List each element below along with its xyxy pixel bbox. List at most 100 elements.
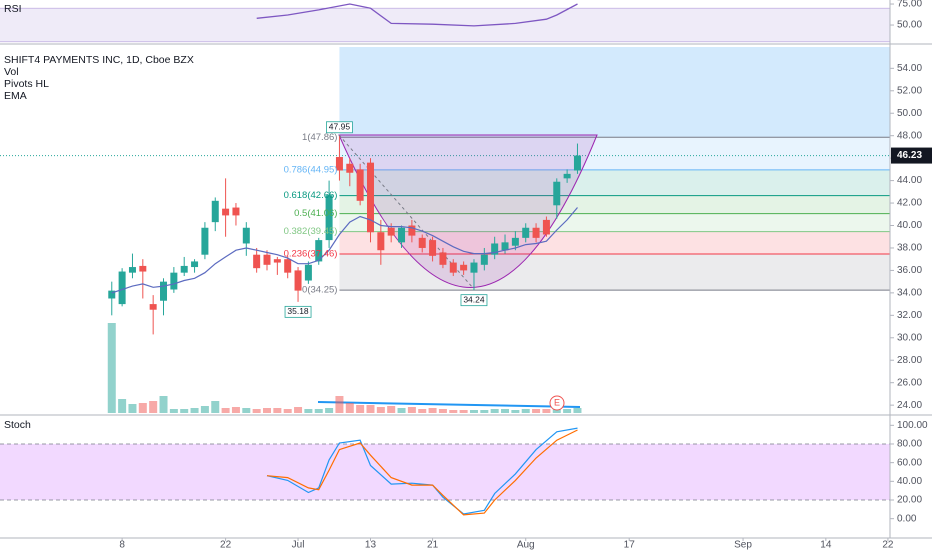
x-tick-label: 22 [220, 540, 232, 550]
volume-bar [273, 408, 282, 413]
candle-body [553, 181, 561, 206]
earnings-marker[interactable] [549, 395, 565, 411]
volume-bar [542, 409, 551, 413]
volume-bar [211, 401, 220, 413]
candle-body [180, 265, 188, 273]
volume-bar [428, 408, 437, 413]
candle-body [211, 200, 219, 223]
y-tick-label: 100.00 [897, 420, 928, 431]
stoch-line [266, 427, 578, 515]
volume-bar [490, 409, 499, 413]
cup-pattern [317, 134, 598, 408]
pivot-label: 47.95 [329, 122, 351, 132]
y-tick-label: 44.00 [897, 175, 922, 186]
volume-bar [552, 409, 561, 413]
volume-bar [190, 408, 199, 413]
volume-bar [387, 406, 396, 413]
volume-bar [366, 405, 375, 413]
x-tick-label: 17 [624, 540, 636, 550]
volume-bar [397, 408, 406, 413]
fib-label: 0(34.25) [302, 285, 337, 296]
y-tick-label: 26.00 [897, 377, 922, 388]
y-tick-label: 24.00 [897, 400, 922, 411]
last-price-box [891, 147, 932, 164]
indicator-label: EMA [4, 90, 27, 102]
volume-bar [242, 408, 251, 413]
position-box [339, 47, 890, 138]
x-tick-label: 21 [427, 540, 439, 550]
candle-body [253, 254, 261, 269]
fib-label: 0.618(42.66) [284, 190, 338, 201]
candle-body [501, 242, 509, 251]
indicator-label: Pivots HL [4, 78, 49, 90]
candle-body [128, 267, 136, 273]
fib-band [339, 213, 890, 232]
candle-body [387, 227, 395, 236]
volume-bar [356, 405, 365, 413]
candle-body [139, 265, 147, 272]
volume-bar [345, 403, 354, 413]
pivot-box [326, 121, 353, 134]
earnings-label[interactable]: E [554, 397, 560, 407]
candle-body [170, 272, 178, 290]
pivot-box [460, 294, 488, 307]
y-tick-label: 0.00 [897, 513, 917, 524]
candle-body [491, 243, 499, 255]
candle-body [511, 237, 519, 246]
candle-body [408, 225, 416, 236]
y-tick-label: 40.00 [897, 220, 922, 231]
pivot-box [284, 305, 312, 318]
volume-bar [118, 399, 127, 413]
volume-bar [149, 401, 158, 413]
volume-bar [376, 407, 385, 413]
volume-bar [221, 408, 230, 413]
candle-body [335, 157, 343, 171]
candle-body [356, 169, 364, 201]
volume-bar [304, 409, 313, 413]
volume-bar [573, 408, 582, 413]
fib-band [339, 195, 890, 214]
volume-bar [407, 407, 416, 413]
candle-body [222, 208, 230, 216]
candle-body [242, 227, 250, 244]
candle-body [273, 259, 281, 263]
volume-bar [501, 409, 510, 413]
volume-bar [480, 410, 489, 413]
fib-band [339, 231, 890, 255]
last-price-label: 46.23 [897, 150, 922, 161]
candle-body [542, 219, 550, 235]
volume-bar [231, 407, 240, 413]
background-layer [0, 3, 894, 541]
candle-body [470, 262, 478, 273]
volume-bar [252, 409, 261, 413]
candle-body [449, 262, 457, 273]
candle-body [573, 155, 581, 171]
y-tick-label: 50.00 [897, 108, 922, 119]
volume-bar [532, 409, 541, 413]
y-tick-label: 54.00 [897, 63, 922, 74]
cup-shape [338, 134, 598, 288]
y-tick-label: 32.00 [897, 310, 922, 321]
candle-body [201, 227, 209, 255]
fib-label: 0.5(41.06) [294, 208, 337, 219]
volume-bar [294, 407, 303, 413]
volume-bar [469, 410, 478, 413]
volume-bar [107, 323, 116, 413]
volume-bar [169, 409, 178, 413]
y-tick-label: 80.00 [897, 439, 922, 450]
fib-label: 0.382(39.45) [284, 226, 338, 237]
candle-body [346, 163, 354, 173]
y-tick-label: 50.00 [897, 20, 922, 31]
x-tick-label: 14 [820, 540, 832, 550]
x-tick-label: Aug [517, 540, 535, 550]
y-tick-label: 60.00 [897, 457, 922, 468]
candle-body [429, 240, 437, 256]
volume-bar [438, 409, 447, 413]
candle-body [284, 259, 292, 273]
labels-layer: 24.00 26.00 28.00 30.00 32.00 34.00 36.00 38.00… [119, 0, 932, 550]
y-tick-label: 40.00 [897, 476, 922, 487]
y-tick-label: 34.00 [897, 288, 922, 299]
volume-bar [335, 396, 344, 413]
candle-body [366, 162, 374, 233]
candle-body [315, 240, 323, 262]
